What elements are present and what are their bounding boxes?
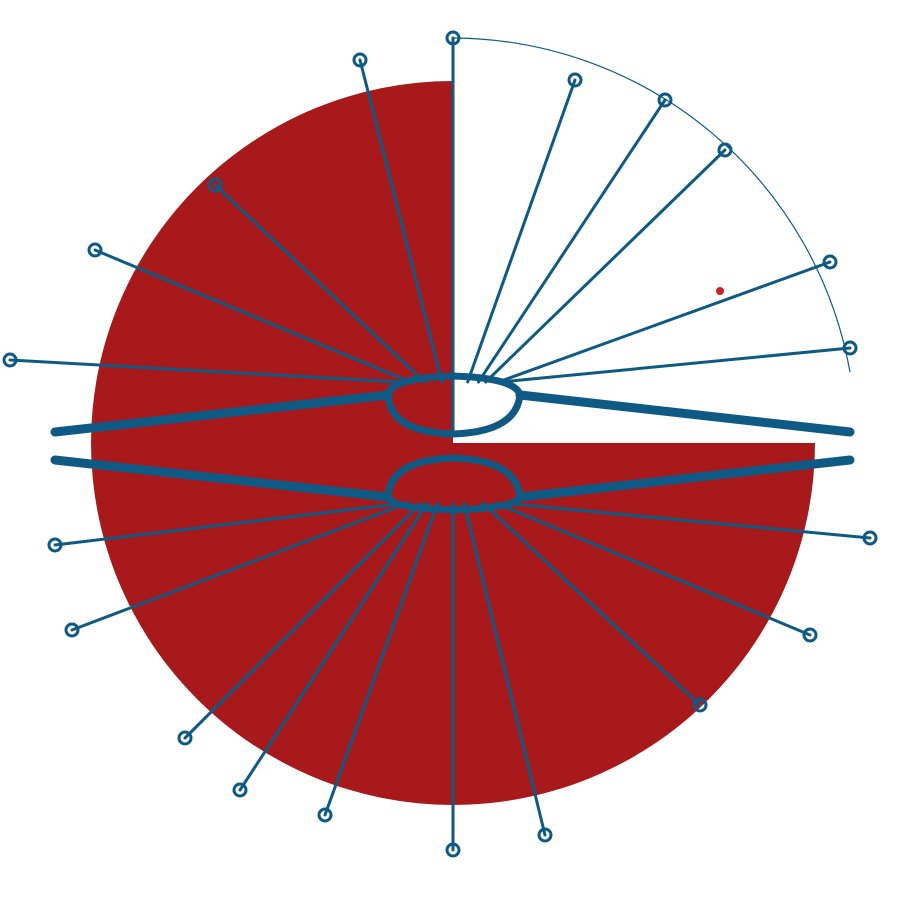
eye-shapes bbox=[384, 38, 524, 514]
thin-arc bbox=[452, 37, 851, 373]
ray bbox=[358, 58, 444, 384]
horizon-bars bbox=[50, 390, 855, 502]
ray bbox=[466, 78, 577, 384]
red-dot bbox=[716, 287, 724, 295]
ray-end-glyph bbox=[352, 52, 368, 68]
ray bbox=[481, 501, 702, 707]
ray-end-glyph bbox=[692, 697, 708, 713]
ray bbox=[484, 148, 727, 384]
ray-end-glyph bbox=[862, 530, 878, 546]
ray-end-glyph bbox=[207, 177, 223, 193]
rays bbox=[2, 30, 878, 858]
ray bbox=[499, 346, 852, 384]
ray bbox=[323, 501, 440, 817]
ray bbox=[496, 260, 832, 384]
horizon-bar bbox=[515, 390, 855, 437]
ray-end-glyph bbox=[657, 92, 673, 108]
lower-eye-shape bbox=[384, 454, 524, 514]
ray bbox=[238, 501, 429, 792]
ray-end-glyph bbox=[842, 340, 858, 356]
ray-end-glyph bbox=[87, 242, 103, 258]
upper-eye-shape bbox=[384, 372, 524, 438]
ray-end-glyph bbox=[567, 72, 583, 88]
ray bbox=[93, 248, 412, 384]
ray-end-glyph bbox=[717, 142, 733, 158]
ray-end-glyph bbox=[317, 807, 333, 823]
horizon-bar bbox=[50, 455, 393, 502]
ray-end-glyph bbox=[822, 254, 838, 270]
ray bbox=[53, 501, 407, 547]
ray bbox=[494, 501, 812, 637]
ray-end-glyph bbox=[2, 352, 18, 368]
horizon-bar bbox=[515, 455, 855, 502]
ray bbox=[70, 501, 409, 632]
ray-end-glyph bbox=[232, 782, 248, 798]
ray bbox=[462, 501, 547, 837]
ray bbox=[213, 183, 426, 384]
ray-end-glyph bbox=[445, 842, 461, 858]
horizon-bar bbox=[50, 390, 393, 437]
red-disc bbox=[91, 81, 815, 805]
ray bbox=[183, 501, 423, 740]
ray bbox=[8, 358, 402, 384]
ray-end-glyph bbox=[64, 622, 80, 638]
ray-end-glyph bbox=[537, 827, 553, 843]
ray bbox=[501, 501, 872, 540]
ray-end-glyph bbox=[47, 537, 63, 553]
ray-end-glyph bbox=[177, 730, 193, 746]
ray-end-glyph bbox=[802, 627, 818, 643]
ray bbox=[476, 98, 667, 384]
